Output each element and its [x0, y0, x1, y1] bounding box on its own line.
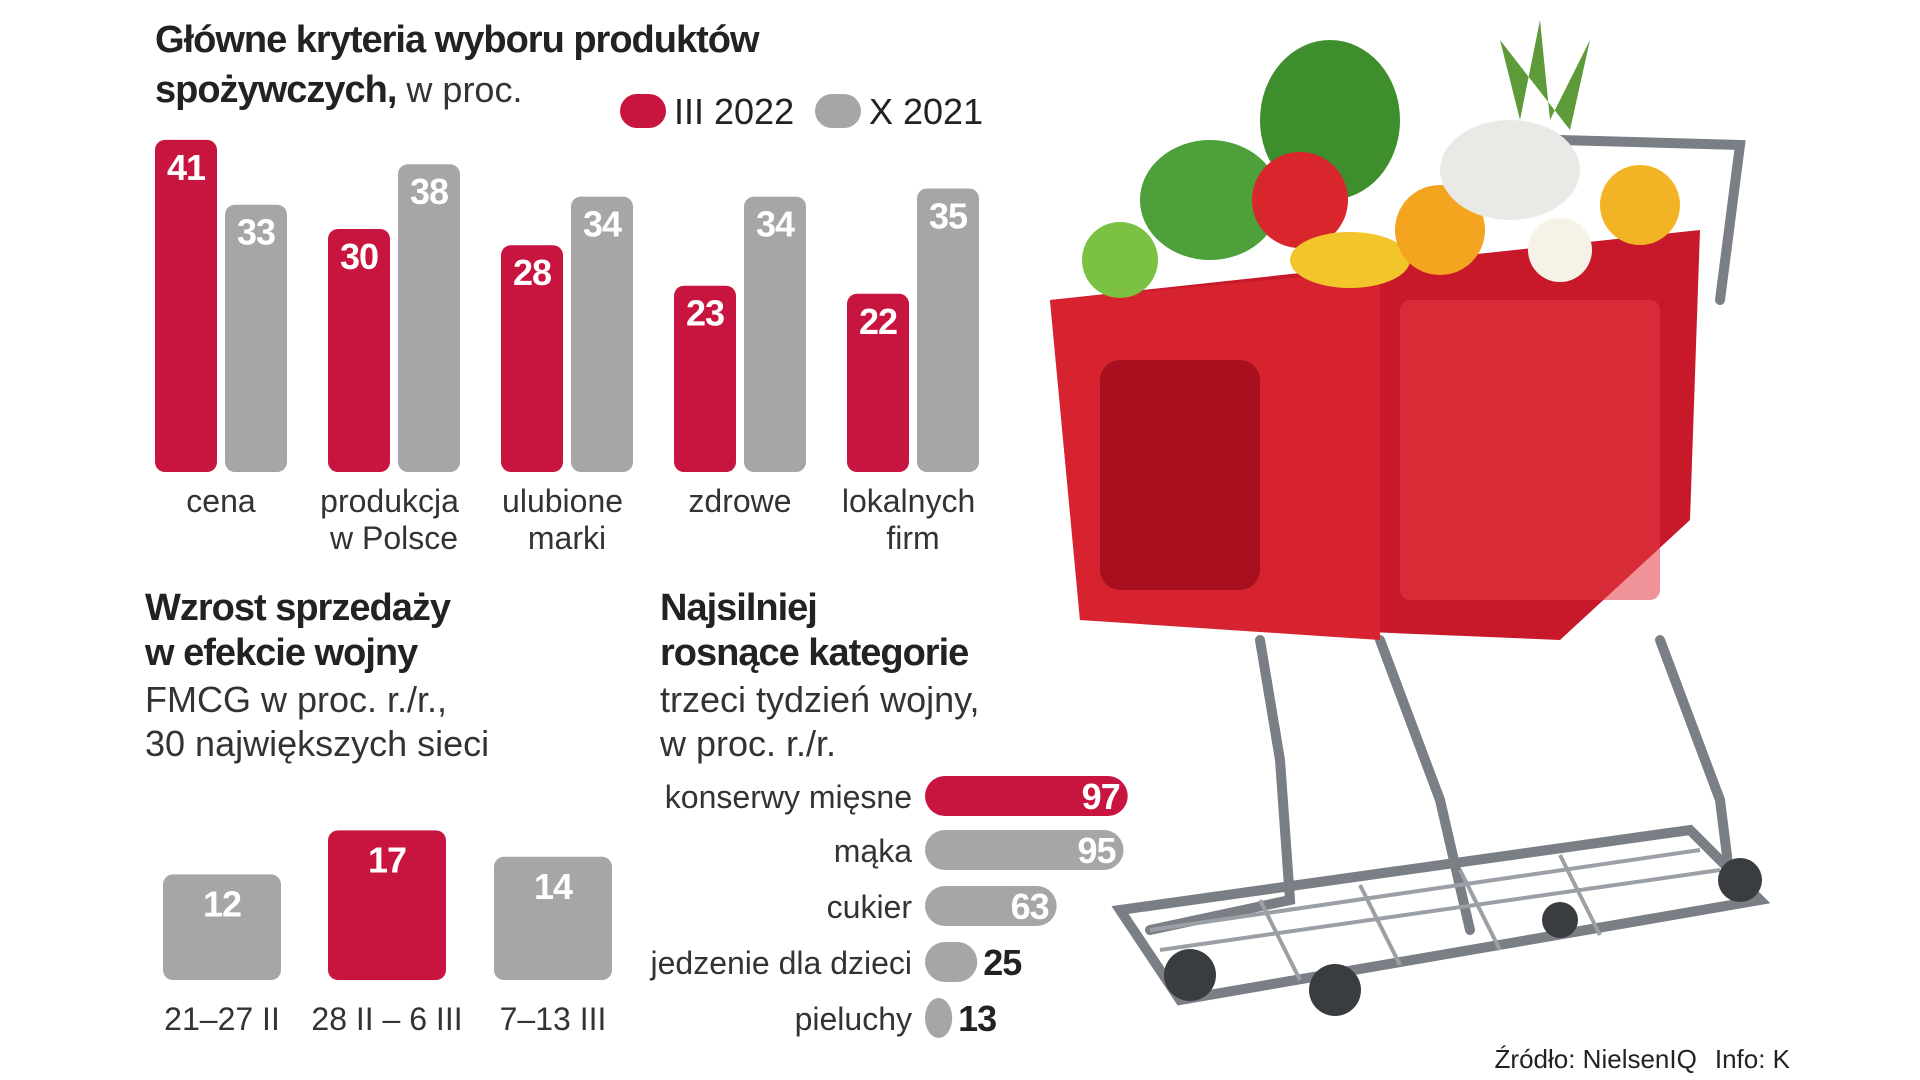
value-label: 63	[1011, 886, 1049, 927]
credit: Info: K	[1715, 1044, 1791, 1074]
credits: Źródło: NielsenIQ Info: K	[1495, 1044, 1791, 1074]
bar	[494, 856, 612, 980]
chart-subtitle: 30 największych sieci	[145, 723, 489, 764]
bar	[925, 942, 978, 982]
bar	[328, 830, 446, 980]
bar	[925, 886, 1057, 926]
category-label: lokalnych firm	[842, 483, 984, 556]
bar	[163, 874, 281, 980]
category-label: konserwy mięsne	[665, 779, 912, 815]
bar	[744, 196, 806, 472]
category-label: pieluchy	[795, 1001, 912, 1037]
chart-title: Wzrost sprzedaży	[145, 587, 451, 629]
value-label: 41	[167, 147, 206, 188]
chart-title: Główne kryteria wyboru produktów	[155, 19, 760, 61]
value-label: 28	[513, 252, 551, 293]
value-label: 30	[340, 236, 378, 277]
value-label: 25	[983, 942, 1022, 983]
bar	[674, 285, 736, 472]
category-label: 7–13 III	[500, 1001, 607, 1037]
bar	[398, 164, 460, 472]
bar	[925, 830, 1124, 870]
chart-subtitle: trzeci tydzień wojny,	[660, 679, 979, 720]
chart-subtitle: w proc.	[405, 69, 522, 110]
cart-illustration	[1050, 20, 1771, 1016]
legend-swatch	[815, 94, 861, 128]
bar	[917, 188, 979, 472]
bar	[501, 245, 563, 472]
category-label: 21–27 II	[164, 1001, 280, 1037]
category-label: zdrowe	[688, 483, 791, 519]
category-label: cena	[186, 483, 256, 519]
chart-title: spożywczych,	[155, 69, 396, 111]
source: Źródło: NielsenIQ	[1495, 1044, 1697, 1074]
bar	[328, 229, 390, 472]
category-label: jedzenie dla dzieci	[650, 945, 913, 981]
value-label: 97	[1082, 776, 1120, 817]
chart-title: w efekcie wojny	[144, 632, 418, 674]
bar	[155, 139, 217, 472]
value-label: 95	[1078, 830, 1117, 871]
category-label: cukier	[827, 889, 913, 925]
category-label: 28 II – 6 III	[311, 1001, 462, 1037]
value-label: 22	[859, 301, 897, 342]
value-label: 13	[958, 998, 996, 1039]
category-label: mąka	[834, 833, 912, 869]
value-label: 35	[929, 196, 968, 237]
bar	[847, 293, 909, 472]
value-label: 17	[368, 839, 406, 880]
value-label: 23	[686, 293, 724, 334]
legend-label: III 2022	[674, 91, 794, 132]
chart-subtitle: FMCG w proc. r./r.,	[145, 679, 447, 720]
value-label: 33	[237, 212, 275, 253]
value-label: 34	[583, 204, 622, 245]
value-label: 38	[410, 171, 448, 212]
chart-title: rosnące kategorie	[660, 632, 968, 674]
category-label: produkcja w Polsce	[320, 483, 468, 556]
bar	[925, 776, 1128, 816]
value-label: 34	[756, 204, 795, 245]
value-label: 14	[534, 866, 573, 907]
chart-title: Najsilniej	[660, 587, 817, 629]
chart-title-line: spożywczych, w proc.	[155, 69, 522, 111]
legend-label: X 2021	[869, 91, 983, 132]
bar	[925, 998, 953, 1038]
category-label: ulubione marki	[502, 483, 632, 556]
chart-subtitle: w proc. r./r.	[659, 723, 836, 764]
legend-swatch	[620, 94, 666, 128]
bar	[571, 196, 633, 472]
bar	[225, 204, 287, 472]
value-label: 12	[203, 883, 241, 924]
